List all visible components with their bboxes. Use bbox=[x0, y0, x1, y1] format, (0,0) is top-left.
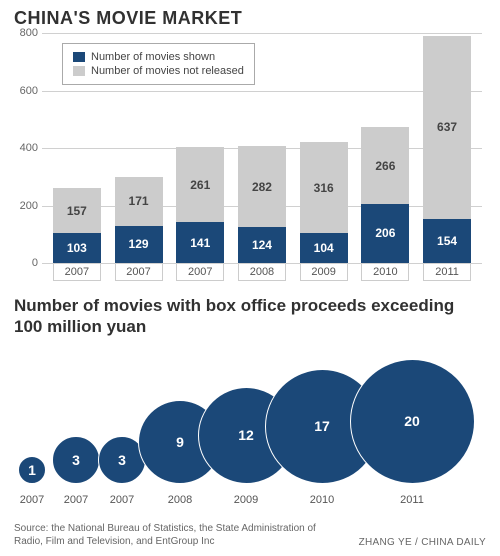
legend-label-notrel: Number of movies not released bbox=[91, 65, 244, 77]
y-tick: 800 bbox=[14, 27, 38, 39]
x-tick: 2009 bbox=[300, 264, 348, 281]
x-tick: 2011 bbox=[423, 264, 471, 281]
legend-item-shown: Number of movies shown bbox=[73, 50, 244, 64]
x-tick: 2010 bbox=[361, 264, 409, 281]
bar-segment-notrel: 261 bbox=[176, 147, 224, 222]
footer: Source: the National Bureau of Statistic… bbox=[14, 522, 486, 548]
y-tick: 0 bbox=[14, 257, 38, 269]
bar-group: 171129 bbox=[115, 177, 163, 263]
bubble: 3 bbox=[52, 436, 100, 484]
y-tick: 400 bbox=[14, 142, 38, 154]
bubble: 20 bbox=[350, 359, 475, 484]
bar-segment-shown: 103 bbox=[53, 233, 101, 263]
x-tick: 2007 bbox=[115, 264, 163, 281]
bar-group: 157103 bbox=[53, 188, 101, 263]
legend-label-shown: Number of movies shown bbox=[91, 51, 215, 63]
bubble-label: 2007 bbox=[64, 494, 88, 506]
page-title: CHINA'S MOVIE MARKET bbox=[14, 8, 486, 29]
bubble: 1 bbox=[18, 456, 46, 484]
bubble-label: 2010 bbox=[310, 494, 334, 506]
bar-group: 282124 bbox=[238, 146, 286, 263]
bar-segment-notrel: 316 bbox=[300, 142, 348, 233]
bar-group: 637154 bbox=[423, 36, 471, 263]
bar-group: 316104 bbox=[300, 142, 348, 263]
bubble-label: 2008 bbox=[168, 494, 192, 506]
bar-segment-shown: 154 bbox=[423, 219, 471, 263]
y-tick: 200 bbox=[14, 200, 38, 212]
credit-text: ZHANG YE / CHINA DAILY bbox=[359, 537, 486, 548]
bar-segment-notrel: 157 bbox=[53, 188, 101, 233]
bar-segment-notrel: 266 bbox=[361, 127, 409, 203]
bar-segment-notrel: 282 bbox=[238, 146, 286, 227]
x-tick: 2007 bbox=[176, 264, 224, 281]
x-tick: 2007 bbox=[53, 264, 101, 281]
subtitle: Number of movies with box office proceed… bbox=[14, 295, 486, 338]
bar-segment-shown: 104 bbox=[300, 233, 348, 263]
bar-segment-shown: 129 bbox=[115, 226, 163, 263]
bar-group: 266206 bbox=[361, 127, 409, 263]
bar-segment-notrel: 637 bbox=[423, 36, 471, 219]
bar-segment-notrel: 171 bbox=[115, 177, 163, 226]
x-tick: 2008 bbox=[238, 264, 286, 281]
y-tick: 600 bbox=[14, 85, 38, 97]
bar-group: 261141 bbox=[176, 147, 224, 263]
bubble-labels: 2007 2007 2007 2008 2009 2010 2011 bbox=[14, 494, 486, 512]
legend-swatch-shown bbox=[73, 52, 85, 62]
bar-segment-shown: 141 bbox=[176, 222, 224, 263]
bubble-label: 2007 bbox=[20, 494, 44, 506]
legend-item-notrel: Number of movies not released bbox=[73, 64, 244, 78]
source-text: Source: the National Bureau of Statistic… bbox=[14, 522, 324, 548]
legend: Number of movies shown Number of movies … bbox=[62, 43, 255, 85]
bar-segment-shown: 206 bbox=[361, 204, 409, 263]
bubble-label: 2011 bbox=[400, 494, 424, 506]
bar-segment-shown: 124 bbox=[238, 227, 286, 263]
bubble-label: 2009 bbox=[234, 494, 258, 506]
bar-chart: Number of movies shown Number of movies … bbox=[42, 33, 482, 263]
x-axis: 2007 2007 2007 2008 2009 2010 2011 bbox=[42, 263, 482, 281]
bubble-chart: 1339121720 bbox=[14, 344, 486, 494]
legend-swatch-notrel bbox=[73, 66, 85, 76]
bubble-label: 2007 bbox=[110, 494, 134, 506]
